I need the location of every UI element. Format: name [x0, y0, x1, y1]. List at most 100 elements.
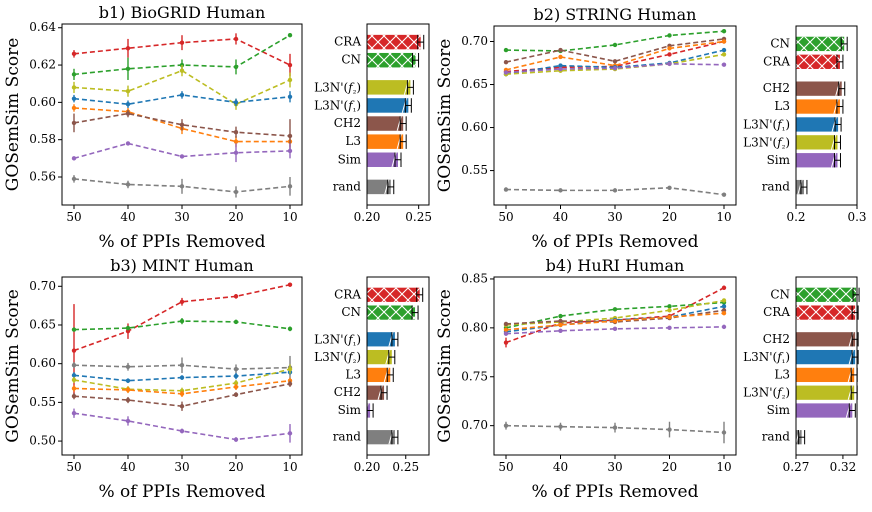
- x-tick-label: 20: [662, 460, 677, 474]
- panel-title: b1) BioGRID Human: [99, 3, 266, 22]
- data-point: [233, 64, 239, 70]
- data-point: [125, 102, 131, 107]
- data-point: [179, 92, 185, 98]
- bar: [796, 403, 853, 418]
- data-point: [721, 304, 727, 309]
- bar-label-prefix: L3N'(: [743, 385, 777, 399]
- series-6: [503, 310, 727, 333]
- bar-hatch: [796, 36, 845, 52]
- bar-hatch: [367, 52, 416, 68]
- data-point: [287, 133, 293, 139]
- x-tick-label: 30: [174, 460, 189, 474]
- data-point: [721, 298, 727, 303]
- bar-label: CRA: [763, 305, 790, 319]
- bar-x-tick-label: 0.32: [830, 460, 857, 474]
- bar: [796, 385, 855, 400]
- data-point: [233, 100, 239, 105]
- series-8: [503, 421, 727, 444]
- bar-label: L3: [774, 99, 790, 113]
- x-tick-label: 50: [66, 460, 81, 474]
- bar-label: CN: [341, 53, 361, 67]
- x-tick-label: 40: [120, 210, 135, 224]
- x-tick-label: 40: [553, 210, 568, 224]
- series-3: [71, 355, 293, 380]
- bar-label: rand: [333, 179, 362, 193]
- bar-x-tick-label: 0.20: [354, 460, 381, 474]
- data-point: [179, 122, 185, 127]
- data-point: [125, 378, 131, 383]
- bar-hatch: [367, 287, 420, 302]
- series-7: [71, 380, 293, 411]
- series-1: [71, 33, 293, 77]
- data-point: [125, 66, 131, 71]
- bar-frame: [366, 276, 430, 456]
- y-tick-label: 0.56: [29, 170, 56, 184]
- x-tick-label: 10: [282, 460, 297, 474]
- bar-label-var: f: [776, 350, 784, 364]
- data-point: [503, 321, 509, 327]
- bar-label-sub: ₁: [782, 123, 786, 133]
- data-point: [125, 328, 131, 334]
- bar-label-var: f: [347, 80, 355, 94]
- data-point: [721, 285, 727, 290]
- data-point: [667, 61, 672, 67]
- series-7: [503, 61, 727, 75]
- bar-label: rand: [762, 180, 791, 194]
- bar-label-sub: ₁: [353, 338, 357, 348]
- bar: [367, 152, 398, 167]
- data-point: [612, 425, 618, 430]
- data-point: [71, 386, 77, 391]
- data-point: [558, 47, 563, 53]
- x-tick-label: 40: [120, 460, 135, 474]
- plot-frame: [493, 25, 737, 206]
- bar-label: rand: [333, 430, 362, 444]
- bar-label-prefix: L3N'(: [314, 80, 348, 94]
- bar-label-prefix: L3N'(: [314, 98, 348, 112]
- data-point: [287, 326, 293, 332]
- panel-title: b3) MINT Human: [110, 256, 253, 275]
- data-point: [558, 66, 563, 72]
- data-point: [179, 404, 185, 409]
- data-point: [287, 431, 293, 436]
- bar-label-var: f: [347, 332, 355, 346]
- data-point: [503, 327, 509, 333]
- y-tick-label: 0.62: [29, 58, 56, 72]
- x-tick-label: 20: [228, 210, 243, 224]
- bar-label-prefix: L3N'(: [743, 135, 777, 149]
- bar: [367, 332, 395, 347]
- data-point: [503, 423, 509, 428]
- data-point: [125, 141, 131, 146]
- bar-label-var: f: [776, 117, 784, 131]
- bar-label-sub: ₁: [353, 104, 357, 114]
- bar-x-tick-label: 0.25: [392, 460, 419, 474]
- data-point: [125, 111, 131, 116]
- series-7: [503, 324, 727, 336]
- bar-label: rand: [762, 430, 791, 444]
- data-point: [179, 391, 185, 397]
- data-point: [125, 182, 131, 187]
- data-point: [71, 176, 77, 182]
- data-point: [721, 62, 727, 67]
- y-axis-label: GOSemSim Score: [435, 289, 455, 443]
- bar-label: L3N'(f₂): [314, 80, 361, 96]
- series-line: [505, 299, 725, 326]
- x-tick-label: 50: [66, 210, 81, 224]
- series-3: [71, 65, 293, 110]
- data-point: [71, 327, 77, 332]
- bar-label: CRA: [763, 54, 790, 68]
- data-point: [721, 52, 727, 57]
- panel-title: b2) STRING Human: [534, 5, 697, 24]
- series-1: [503, 28, 727, 54]
- data-point: [71, 96, 77, 101]
- bar-frame: [795, 276, 858, 456]
- bar-label: CRA: [334, 35, 361, 49]
- bar-label: L3: [774, 367, 790, 381]
- data-point: [179, 363, 185, 368]
- data-point: [558, 63, 563, 68]
- x-tick-label: 30: [174, 210, 189, 224]
- bar: [796, 135, 838, 150]
- y-tick-label: 0.58: [29, 132, 56, 146]
- series-2: [503, 300, 727, 331]
- data-point: [233, 392, 239, 397]
